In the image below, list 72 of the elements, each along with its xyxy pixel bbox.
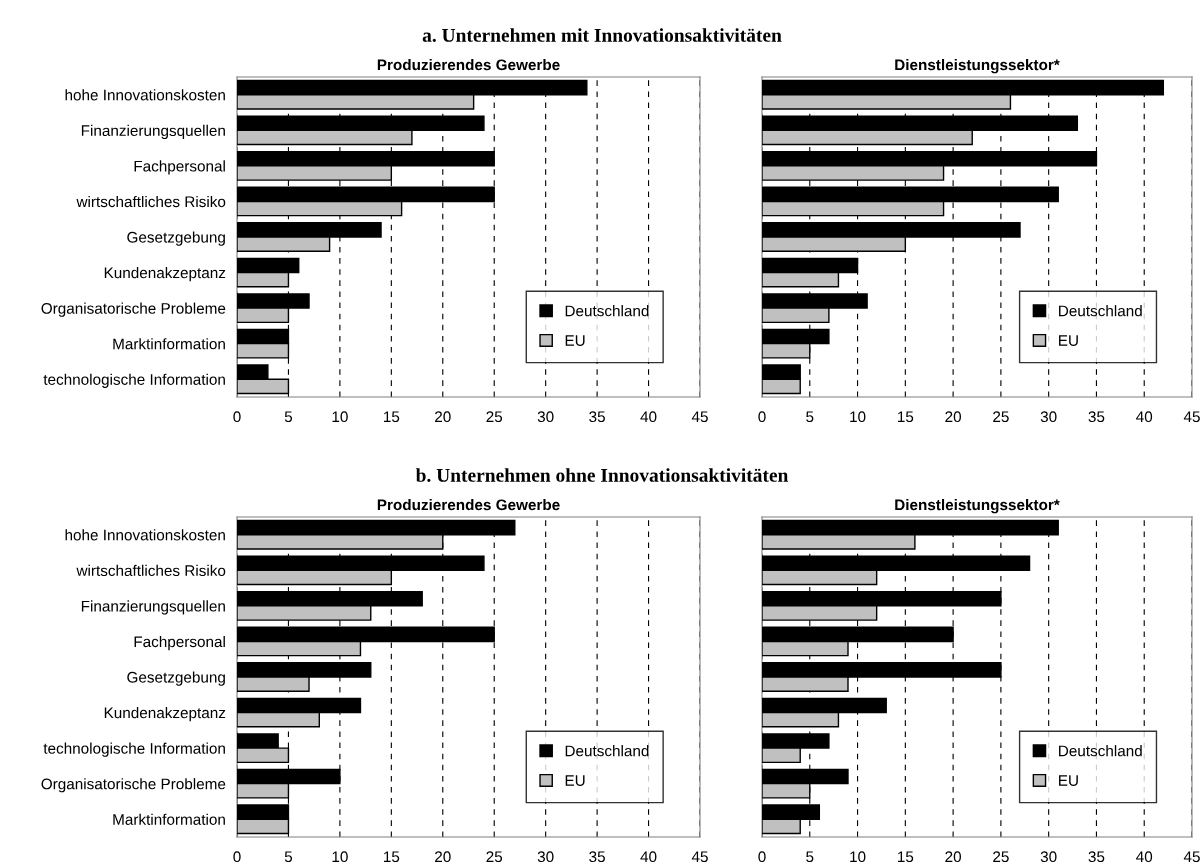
y-tick-label: wirtschaftliches Risiko bbox=[76, 195, 226, 208]
y-tick-label: Finanzierungsquellen bbox=[81, 124, 225, 140]
x-tick-label: 40 bbox=[640, 851, 657, 863]
y-tick-label: Finanzierungsquellen bbox=[81, 600, 225, 615]
x-tick-label: 20 bbox=[435, 411, 451, 423]
legend-label: EU bbox=[565, 775, 585, 786]
x-tick-label: 45 bbox=[691, 411, 708, 423]
x-tick-label: 0 bbox=[233, 851, 241, 863]
y-tick-label: Kundenakzeptanz bbox=[104, 267, 226, 282]
legend-label: Deutschland bbox=[565, 305, 649, 317]
x-tick-label: 0 bbox=[758, 851, 766, 863]
x-tick-label: 5 bbox=[806, 411, 814, 423]
x-tick-label: 20 bbox=[945, 851, 962, 863]
x-tick-label: 25 bbox=[993, 411, 1009, 423]
x-tick-label: 30 bbox=[1040, 851, 1057, 863]
x-tick-label: 25 bbox=[486, 411, 503, 423]
x-tick-label: 15 bbox=[898, 851, 914, 863]
chart-title: Produzierendes Gewerbe bbox=[377, 498, 560, 511]
x-tick-label: 5 bbox=[284, 851, 293, 863]
chart-title: Dienstleistungssektor* bbox=[895, 58, 1060, 74]
x-tick-label: 5 bbox=[284, 411, 293, 423]
x-tick-label: 30 bbox=[1040, 411, 1057, 423]
chart-title: Dienstleistungssektor* bbox=[895, 498, 1060, 514]
legend-label: EU bbox=[1059, 775, 1078, 786]
y-tick-label: Organisatorische Probleme bbox=[41, 778, 226, 793]
y-tick-label: Gesetzgebung bbox=[127, 671, 225, 686]
x-tick-label: 35 bbox=[1088, 411, 1105, 423]
y-tick-label: Kundenakzeptanz bbox=[104, 707, 226, 722]
y-tick-label: technologische Information bbox=[43, 373, 225, 388]
x-tick-label: 30 bbox=[537, 411, 554, 423]
y-tick-label: wirtschaftliches Risiko bbox=[76, 564, 226, 577]
x-tick-label: 45 bbox=[1183, 851, 1200, 863]
x-tick-label: 35 bbox=[589, 411, 605, 423]
x-tick-label: 45 bbox=[691, 851, 708, 863]
text: b. Unternehmen ohne Innovationsaktivitäten bbox=[415, 468, 789, 482]
y-tick-label: Fachpersonal bbox=[134, 160, 225, 175]
x-tick-label: 25 bbox=[486, 851, 503, 863]
x-tick-label: 25 bbox=[993, 851, 1009, 863]
x-tick-label: 40 bbox=[1136, 411, 1153, 423]
y-tick-label: Organisatorische Probleme bbox=[41, 302, 226, 317]
legend-label: Deutschland bbox=[565, 745, 649, 757]
y-tick-label: Marktinformation bbox=[113, 338, 225, 350]
x-tick-label: 40 bbox=[1136, 851, 1153, 863]
y-tick-label: technologische Information bbox=[43, 742, 225, 757]
x-tick-label: 0 bbox=[233, 411, 241, 423]
x-tick-label: 20 bbox=[435, 851, 451, 863]
x-tick-label: 35 bbox=[1088, 851, 1105, 863]
chart-title: Produzierendes Gewerbe bbox=[377, 58, 560, 71]
x-tick-label: 10 bbox=[332, 411, 348, 423]
legend-label: Deutschland bbox=[1059, 745, 1142, 757]
legend-label: EU bbox=[1059, 335, 1078, 346]
x-tick-label: 10 bbox=[332, 851, 348, 863]
y-tick-label: hohe Innovationskosten bbox=[65, 89, 225, 101]
x-tick-label: 30 bbox=[537, 851, 554, 863]
text: a. Unternehmen mit Innovationsaktivitäten bbox=[422, 28, 782, 42]
legend-label: EU bbox=[565, 335, 585, 346]
x-tick-label: 10 bbox=[850, 411, 866, 423]
y-tick-label: Marktinformation bbox=[113, 813, 225, 825]
x-tick-label: 5 bbox=[806, 851, 814, 863]
x-tick-label: 15 bbox=[384, 851, 400, 863]
x-tick-label: 40 bbox=[640, 411, 657, 423]
y-tick-label: hohe Innovationskosten bbox=[65, 529, 225, 541]
y-tick-label: Fachpersonal bbox=[134, 635, 225, 651]
x-tick-label: 20 bbox=[945, 411, 962, 423]
x-tick-label: 35 bbox=[589, 851, 605, 863]
x-tick-label: 15 bbox=[898, 411, 914, 423]
x-tick-label: 45 bbox=[1183, 411, 1200, 423]
x-tick-label: 10 bbox=[850, 851, 866, 863]
legend-label: Deutschland bbox=[1059, 305, 1142, 317]
x-tick-label: 0 bbox=[758, 411, 766, 423]
y-tick-label: Gesetzgebung bbox=[127, 231, 225, 246]
x-tick-label: 15 bbox=[384, 411, 400, 423]
